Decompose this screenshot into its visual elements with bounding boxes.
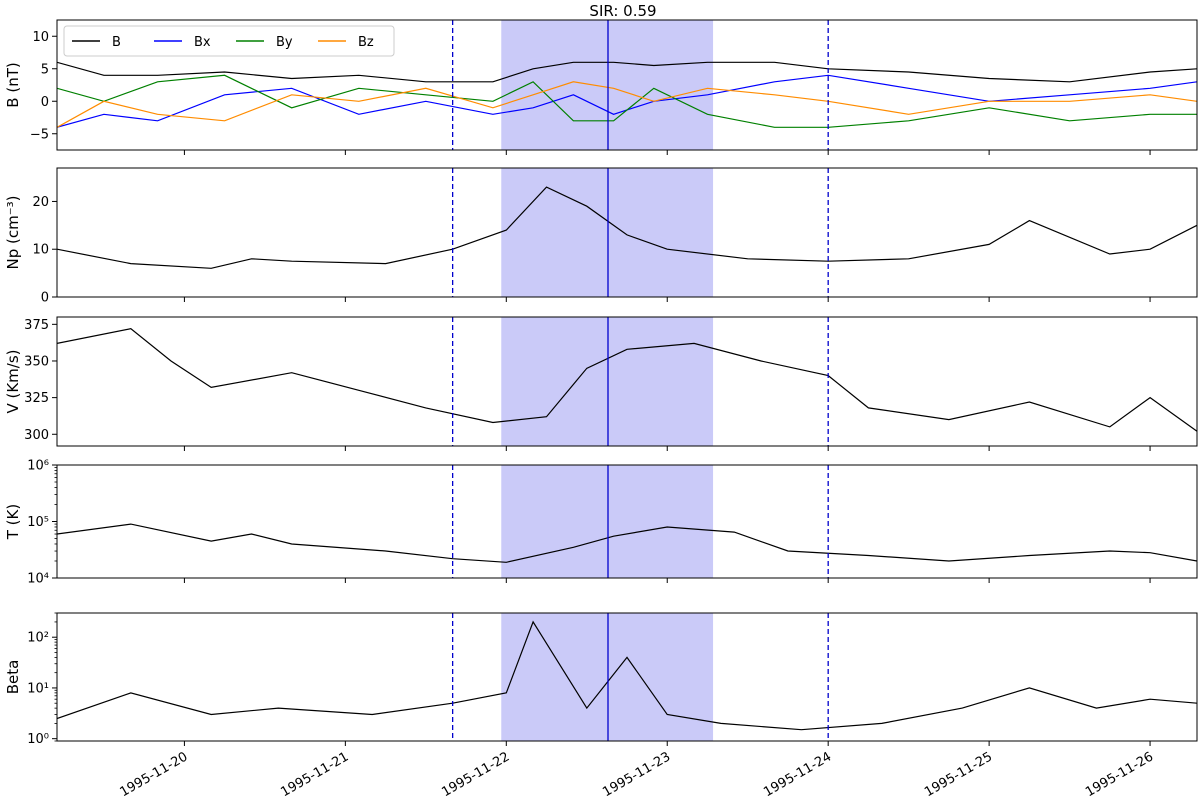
x-tick-label: 1995-11-26 xyxy=(1083,749,1156,800)
series-line-v xyxy=(57,328,1197,432)
panel-t: 10⁴ 10⁵ 10⁶ T (K) xyxy=(4,459,1198,587)
panel-frame xyxy=(56,19,1198,151)
x-tick-label: 1995-11-23 xyxy=(600,749,673,800)
panel-v: 300 325 350 375 V (Km/s) xyxy=(4,316,1198,451)
y-tick-label: 10⁶ xyxy=(27,459,49,474)
shaded-interval xyxy=(501,168,714,297)
y-tick-label: 300 xyxy=(24,428,49,443)
shaded-interval xyxy=(501,465,714,578)
y-tick-label: 10 xyxy=(32,30,49,45)
series-line-beta xyxy=(57,620,1197,731)
x-tick-label: 1995-11-21 xyxy=(278,749,351,800)
y-tick-label: 0 xyxy=(41,291,49,306)
series-line-np xyxy=(57,186,1197,269)
x-axis: 1995-11-20 1995-11-21 1995-11-22 1995-11-23… xyxy=(117,749,1156,800)
y-tick-label: 10² xyxy=(27,631,49,646)
panel-b: −5 0 5 10 B (nT) B Bx By Bz xyxy=(4,19,1198,155)
legend-label: By xyxy=(276,35,293,50)
series-line-bx xyxy=(57,74,1197,128)
y-axis-label: Beta xyxy=(4,660,22,695)
chart-title: SIR: 0.59 xyxy=(589,2,656,20)
legend-label: Bx xyxy=(194,35,211,50)
y-tick-label: 0 xyxy=(41,95,49,110)
y-tick-label: 20 xyxy=(32,195,49,210)
panel-frame xyxy=(56,316,1198,447)
panel-beta: 10⁰ 10¹ 10² Beta xyxy=(4,612,1198,747)
y-tick-label: 5 xyxy=(41,62,49,77)
legend: B Bx By Bz xyxy=(63,25,395,57)
panel-frame xyxy=(56,612,1198,742)
series-line-bz xyxy=(57,81,1197,128)
y-axis-label: T (K) xyxy=(4,504,22,540)
y-axis-label: Np (cm⁻³) xyxy=(4,195,22,269)
legend-label: Bz xyxy=(358,35,374,50)
panel-frame xyxy=(56,167,1198,298)
y-tick-label: 10⁰ xyxy=(27,732,49,747)
y-tick-label: −5 xyxy=(30,127,49,142)
legend-label: B xyxy=(112,35,121,50)
y-tick-label: 10⁵ xyxy=(27,515,49,530)
x-tick-label: 1995-11-22 xyxy=(439,749,512,800)
series-line-by xyxy=(57,74,1197,128)
y-tick-label: 375 xyxy=(24,318,49,333)
y-tick-label: 10 xyxy=(32,243,49,258)
y-axis-label: B (nT) xyxy=(4,62,22,107)
y-tick-label: 10¹ xyxy=(27,681,49,696)
y-tick-label: 325 xyxy=(24,391,49,406)
shaded-interval xyxy=(501,20,714,150)
series-line-t xyxy=(57,523,1197,563)
y-tick-label: 10⁴ xyxy=(27,572,49,587)
x-tick-label: 1995-11-24 xyxy=(761,749,834,800)
x-tick-label: 1995-11-20 xyxy=(117,749,190,800)
y-axis-label: V (Km/s) xyxy=(4,349,22,413)
y-tick-label: 350 xyxy=(24,354,49,369)
shaded-interval xyxy=(501,317,714,446)
shaded-interval xyxy=(501,613,714,741)
legend-box xyxy=(63,25,395,57)
x-tick-label: 1995-11-25 xyxy=(922,749,995,800)
panel-np: 0 10 20 Np (cm⁻³) xyxy=(4,167,1198,306)
series-line-b xyxy=(57,61,1197,83)
